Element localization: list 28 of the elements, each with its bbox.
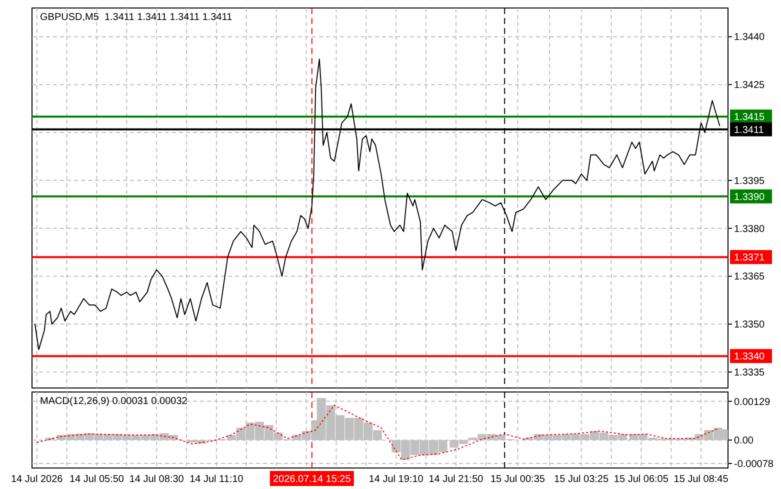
x-tick-label: 14 Jul 21:50 [428,474,484,485]
ref-line-label: 1.3340 [734,352,766,363]
y-tick-label: 1.3425 [734,80,766,92]
y-tick-label: 1.3440 [734,32,766,44]
x-tick-label: 14 Jul 05:50 [69,474,124,485]
x-tick-label: 14 Jul 19:10 [368,474,424,485]
y-tick-label: -0.00078 [734,458,774,470]
y-tick-label: 0.00 [734,436,754,447]
y-tick-label: 1.3335 [734,368,766,379]
chart-title: GBPUSD,M5 1.3411 1.3411 1.3411 1.3411 [40,12,233,23]
y-tick-label: 1.3365 [734,272,766,283]
ref-line-label: 1.3390 [734,192,766,203]
x-tick-label: 15 Jul 00:35 [490,474,546,485]
y-tick-label: 1.3395 [734,176,766,187]
ref-line-label: 1.3371 [734,252,766,264]
x-tick-label: 14 Jul 08:30 [129,474,184,485]
x-tick-label: 15 Jul 06:05 [614,474,669,485]
x-tick-label: 15 Jul 03:25 [554,474,609,485]
chart-title: MACD(12,26,9) 0.00031 0.00032 [40,396,188,407]
x-tick-label: 15 Jul 08:45 [674,474,729,485]
y-tick-label: 1.3350 [734,320,766,331]
x-tick-label: 14 Jul 2026 [11,474,64,485]
ref-line-label: 1.3415 [734,112,766,124]
ref-line-label: 2026.07.14 15:25 [272,474,352,485]
y-tick-label: 1.3380 [734,224,766,235]
x-tick-label: 14 Jul 11:10 [190,474,244,485]
y-tick-label: 0.00129 [734,396,771,408]
ref-line-label: 1.3411 [734,124,764,136]
